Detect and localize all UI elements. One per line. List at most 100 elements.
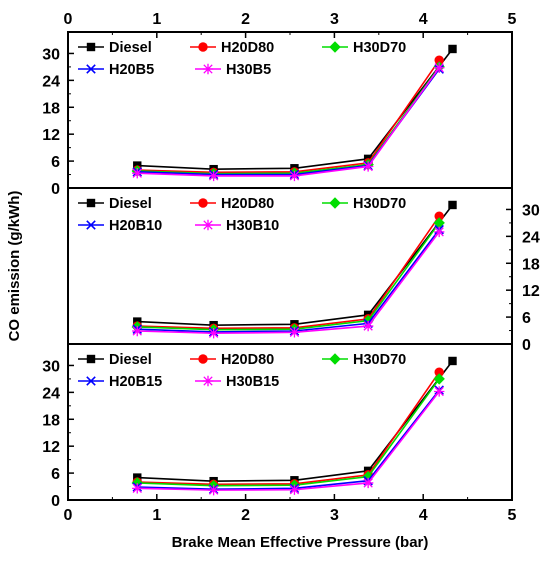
legend-label: H30B10 (226, 218, 279, 234)
x-axis-title: Brake Mean Effective Pressure (bar) (172, 534, 429, 551)
star-marker (433, 226, 445, 238)
diamond-marker (329, 41, 341, 53)
legend-label: H30D70 (353, 352, 406, 368)
square-marker (86, 354, 96, 364)
star-marker (433, 62, 445, 74)
y-tick-label: 30 (42, 46, 60, 63)
y-tick-label: 24 (42, 73, 60, 90)
x-tick-label-bottom: 0 (64, 507, 73, 524)
legend-label: Diesel (109, 196, 152, 212)
diamond-marker (433, 373, 445, 385)
star-marker (208, 484, 219, 496)
y-tick-label: 30 (522, 202, 540, 219)
legend: Diesel H20D80 H30D70 H20B5 H30B5 (78, 40, 406, 78)
x-tick-label-bottom: 3 (330, 507, 339, 524)
y-tick-label: 12 (522, 283, 540, 300)
panel-1: 0 6 12 18 24 30 Diesel H20D80 H30D70 H20B5 H30B5 (42, 40, 457, 198)
star-marker (289, 484, 300, 495)
series-h30b10 (132, 226, 445, 339)
star-marker (208, 170, 219, 182)
legend-label: H20D80 (221, 40, 274, 56)
y-tick-label: 6 (51, 154, 60, 171)
circle-marker (434, 211, 444, 221)
x-tick-label-top: 5 (508, 11, 517, 28)
x-marker (86, 220, 96, 230)
y-tick-label: 0 (522, 337, 531, 354)
y-tick-label: 0 (51, 181, 60, 198)
star-marker (362, 320, 374, 332)
x-tick-label-bottom: 4 (419, 507, 428, 524)
y-tick-label: 24 (42, 385, 60, 402)
series-line (137, 371, 440, 486)
star-marker (132, 483, 143, 494)
series-line (137, 66, 440, 175)
legend-label: H20B15 (109, 374, 162, 390)
series-h20d80 (132, 55, 444, 178)
star-marker (202, 219, 214, 231)
y-tick-label: 6 (51, 466, 60, 483)
diamond-marker (329, 353, 341, 365)
x-tick-label-bottom: 1 (152, 507, 161, 524)
diamond-marker (329, 197, 341, 209)
star-marker (202, 375, 214, 387)
square-marker (448, 44, 457, 54)
series-line (137, 68, 440, 176)
y-axis-title: CO emission (g/kWh) (6, 191, 23, 342)
legend-label: H20D80 (221, 196, 274, 212)
legend-label: H30D70 (353, 40, 406, 56)
star-marker (289, 170, 300, 182)
y-tick-label: 12 (42, 439, 60, 456)
legend-label: H20D80 (221, 352, 274, 368)
legend: Diesel H20D80 H30D70 H20B15 H30B15 (78, 352, 406, 390)
x-tick-label-bottom: 5 (508, 507, 517, 524)
circle-marker (434, 367, 444, 377)
x-tick-label-top: 2 (241, 11, 250, 28)
circle-marker (434, 55, 444, 65)
star-marker (202, 63, 214, 75)
series-h20b15 (132, 385, 444, 495)
series-h30b5 (132, 62, 445, 182)
x-tick-label-bottom: 2 (241, 507, 250, 524)
legend: Diesel H20D80 H30D70 H20B10 H30B10 (78, 196, 406, 234)
x-marker (86, 64, 96, 74)
legend-label: H20B10 (109, 218, 162, 234)
series-line (137, 59, 440, 174)
star-marker (362, 477, 374, 489)
circle-marker (198, 42, 208, 52)
x-tick-label-top: 0 (64, 11, 73, 28)
series-line (137, 389, 440, 491)
series-line (137, 67, 440, 177)
legend-label: Diesel (109, 352, 152, 368)
y-tick-label: 18 (42, 100, 60, 117)
star-marker (433, 386, 445, 397)
star-marker (362, 161, 374, 172)
star-marker (289, 327, 300, 338)
y-tick-label: 12 (42, 127, 60, 144)
star-marker (208, 328, 219, 339)
y-tick-label: 6 (522, 310, 531, 327)
square-marker (86, 42, 96, 52)
panel-2: 0 6 12 18 24 30 Diesel H20D80 H30D70 H20B10 H30B10 (78, 196, 540, 354)
series-line (137, 215, 440, 330)
square-marker (86, 198, 96, 208)
series-h30b15 (132, 386, 445, 496)
y-tick-label: 18 (522, 256, 540, 273)
series-h20d80 (132, 211, 444, 334)
star-marker (132, 168, 143, 179)
x-tick-label-top: 3 (330, 11, 339, 28)
panel-3: 0 6 12 18 24 30 Diesel H20D80 H30D70 H20B15 H30B15 (42, 352, 457, 510)
y-tick-label: 18 (42, 412, 60, 429)
series-h20d80 (132, 367, 444, 490)
circle-marker (198, 354, 208, 364)
plot-frame (67, 31, 513, 501)
x-tick-label-top: 1 (152, 11, 161, 28)
series-line (137, 378, 440, 487)
x-marker (86, 376, 96, 386)
circle-marker (198, 198, 208, 208)
series-line (137, 222, 440, 331)
legend-label: H30D70 (353, 196, 406, 212)
y-tick-label: 30 (42, 358, 60, 375)
square-marker (448, 356, 457, 366)
